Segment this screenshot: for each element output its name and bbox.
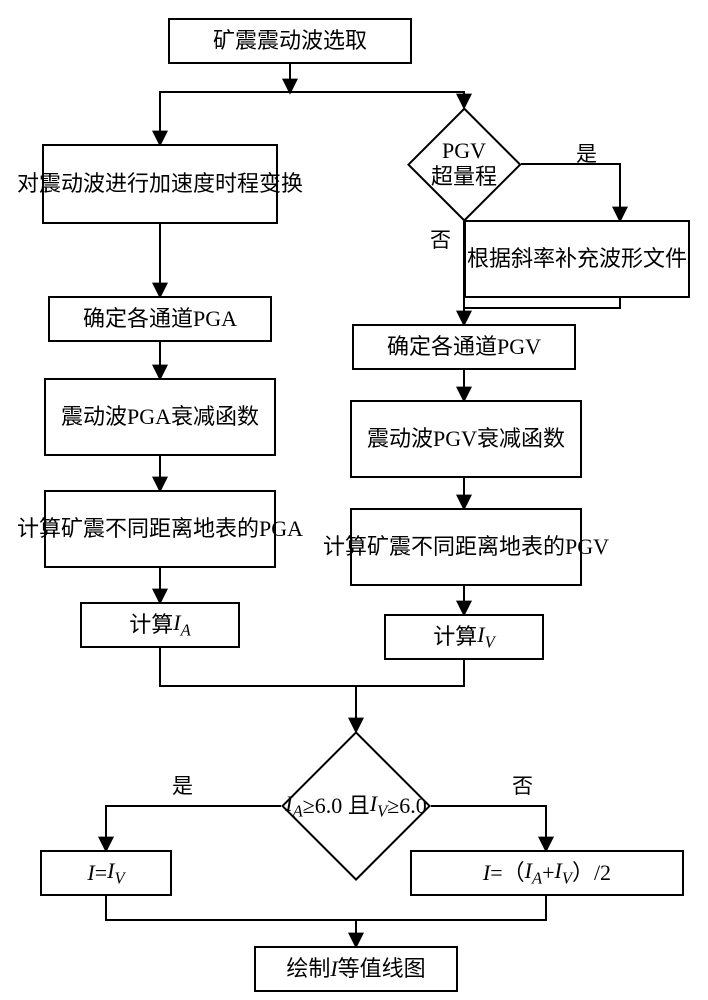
connector-c8 <box>521 164 620 220</box>
decision-pgv-overrange: PGV超量程 <box>424 124 505 205</box>
node-slope-supplement: 根据斜率补充波形文件 <box>464 220 690 298</box>
connector-c17 <box>106 806 281 850</box>
node-surface-pga: 计算矿震不同距离地表的PGA <box>44 490 276 568</box>
connector-c2 <box>160 92 290 144</box>
node-draw-contour: 绘制I等值线图 <box>254 946 458 992</box>
node-i-eq-iv: I=IV <box>40 850 172 896</box>
node-channel-pgv: 确定各通道PGV <box>352 324 576 370</box>
connector-c9 <box>464 298 620 308</box>
label-yes-threshold: 是 <box>172 770 193 800</box>
connector-c19 <box>106 896 356 920</box>
connector-c14 <box>160 648 356 686</box>
node-pgv-attenuation: 震动波PGV衰减函数 <box>350 400 582 478</box>
connector-c20 <box>356 896 546 920</box>
node-surface-pgv: 计算矿震不同距离地表的PGV <box>350 508 582 586</box>
node-select-wave: 矿震震动波选取 <box>168 18 412 64</box>
label-no-threshold: 否 <box>512 770 533 800</box>
decision-ia-iv-threshold: IA≥6.0 且IV≥6.0 <box>303 753 409 859</box>
node-channel-pga: 确定各通道PGA <box>48 296 272 342</box>
node-accel-transform: 对震动波进行加速度时程变换 <box>42 144 278 224</box>
node-pga-attenuation: 震动波PGA衰减函数 <box>44 378 276 456</box>
node-i-eq-avg: I=（IA+IV）/2 <box>410 850 684 896</box>
node-calc-ia: 计算IA <box>80 602 240 648</box>
node-calc-iv: 计算IV <box>384 614 544 660</box>
connector-c15 <box>356 660 464 686</box>
connector-c18 <box>431 806 546 850</box>
connector-c7 <box>290 92 464 107</box>
label-no-overrange: 否 <box>430 224 451 254</box>
label-yes-overrange: 是 <box>576 138 597 168</box>
